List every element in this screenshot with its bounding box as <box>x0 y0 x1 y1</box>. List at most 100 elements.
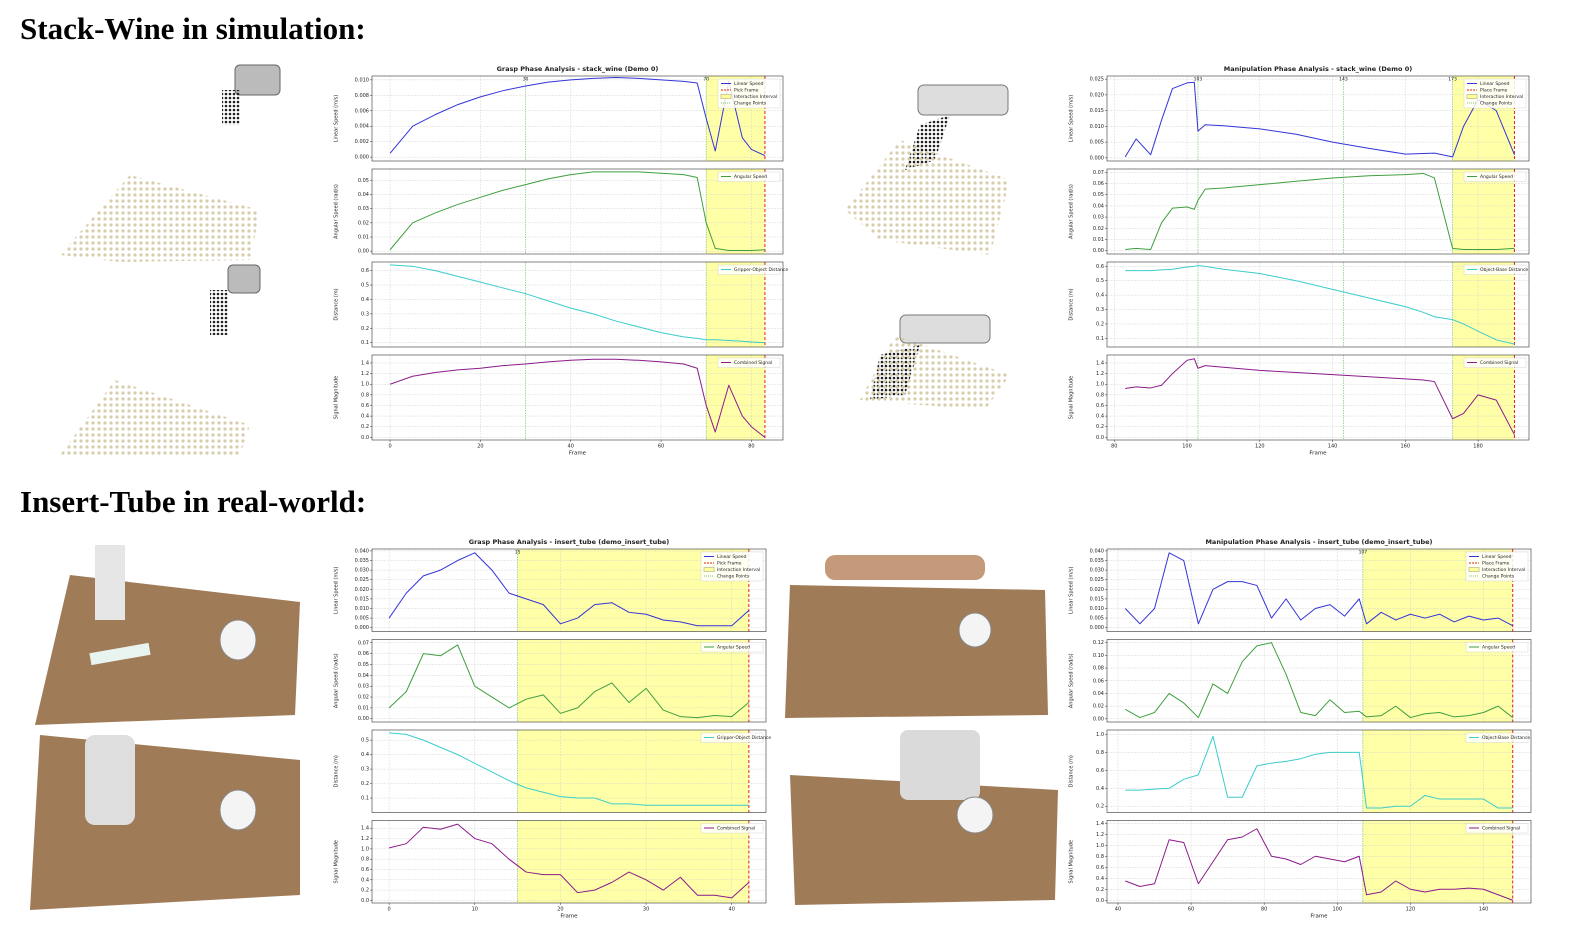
y-tick-label: 0.02 <box>358 695 369 701</box>
y-tick-label: 0.5 <box>361 283 369 289</box>
plot-frame <box>371 639 767 723</box>
x-tick-label: 40 <box>729 907 735 913</box>
y-tick-label: 0.2 <box>1096 887 1104 893</box>
plot-frame <box>1106 729 1532 813</box>
interaction-interval <box>1452 262 1515 347</box>
y-tick-label: 0.1 <box>361 796 369 802</box>
change-point-label: 173 <box>1448 77 1457 83</box>
legend-label: Combined Signal <box>1482 826 1520 832</box>
y-tick-label: 0.02 <box>358 220 369 226</box>
y-tick-label: 0.8 <box>1096 392 1104 398</box>
series-line <box>389 358 766 438</box>
legend-label: Pick Frame <box>734 88 759 94</box>
legend-swatch <box>1466 94 1478 99</box>
y-tick-label: 0.4 <box>361 414 369 420</box>
y-tick-label: 0.4 <box>361 752 369 758</box>
y-axis-label: Linear Speed (m/s) <box>334 95 340 143</box>
y-tick-label: 1.0 <box>1096 732 1104 738</box>
legend-label: Linear Speed <box>734 81 764 87</box>
x-tick-label: 60 <box>658 444 664 450</box>
scene-photo <box>30 545 1058 910</box>
y-tick-label: 1.2 <box>1096 371 1104 377</box>
legend-label: Linear Speed <box>717 554 747 560</box>
y-axis-label: Signal Magnitude <box>1069 840 1075 883</box>
y-tick-label: 0.000 <box>355 155 369 161</box>
series-line <box>389 171 765 251</box>
y-tick-label: 0.015 <box>1090 108 1104 114</box>
y-tick-label: 0.035 <box>355 558 369 564</box>
y-tick-label: 0.4 <box>361 877 369 883</box>
x-tick-label: 120 <box>1255 444 1265 450</box>
y-tick-label: 1.2 <box>361 836 369 842</box>
y-tick-label: 0.12 <box>1093 640 1104 646</box>
y-tick-label: 0.0 <box>1096 898 1104 904</box>
y-tick-label: 1.0 <box>1096 382 1104 388</box>
y-tick-label: 0.008 <box>355 93 369 99</box>
y-axis-label: Angular Speed (rad/s) <box>1069 184 1075 239</box>
y-tick-label: 0.07 <box>358 640 369 646</box>
y-tick-label: 0.05 <box>1093 192 1104 198</box>
y-tick-label: 0.03 <box>358 684 369 690</box>
y-tick-label: 0.2 <box>361 424 369 430</box>
legend-box <box>717 171 781 182</box>
y-tick-label: 0.4 <box>1096 876 1104 882</box>
y-tick-label: 1.4 <box>361 826 369 832</box>
interaction-interval <box>706 169 765 254</box>
y-tick-label: 0.02 <box>1093 226 1104 232</box>
y-tick-label: 0.005 <box>355 616 369 622</box>
y-tick-label: 0.2 <box>361 888 369 894</box>
legend-label: Place Frame <box>1482 561 1510 567</box>
legend-label: Interaction Interval <box>1482 567 1525 573</box>
legend-box <box>1463 171 1527 182</box>
legend-box <box>717 357 781 368</box>
y-tick-label: 0.04 <box>358 673 369 679</box>
plot-frame <box>371 820 767 904</box>
y-tick-label: 0.015 <box>1090 596 1104 602</box>
x-axis-label: Frame <box>560 914 578 920</box>
y-tick-label: 0.06 <box>1093 678 1104 684</box>
plot-frame <box>371 729 767 813</box>
y-tick-label: 0.000 <box>1090 155 1104 161</box>
y-tick-label: 0.005 <box>1090 616 1104 622</box>
y-tick-label: 0.8 <box>361 392 369 398</box>
legend-swatch <box>703 567 715 572</box>
y-tick-label: 0.3 <box>1096 307 1104 313</box>
series-line <box>1125 642 1514 719</box>
legend-box <box>1465 823 1529 834</box>
y-axis-label: Distance (m) <box>1069 755 1075 787</box>
y-tick-label: 0.030 <box>1090 568 1104 574</box>
y-axis-label: Linear Speed (m/s) <box>1069 566 1075 614</box>
change-point-label: 15 <box>515 550 521 556</box>
plot-frame <box>1106 261 1530 348</box>
point-cloud-image <box>60 64 1010 455</box>
y-tick-label: 0.0 <box>361 435 369 441</box>
y-tick-label: 0.01 <box>358 705 369 711</box>
y-tick-label: 0.4 <box>361 297 369 303</box>
y-tick-label: 0.5 <box>361 738 369 744</box>
y-tick-label: 0.025 <box>355 577 369 583</box>
y-tick-label: 0.025 <box>1090 577 1104 583</box>
y-tick-label: 0.002 <box>355 139 369 145</box>
x-tick-label: 0 <box>388 907 391 913</box>
plot-frame <box>371 168 784 255</box>
y-tick-label: 0.020 <box>1090 587 1104 593</box>
y-tick-label: 0.00 <box>1093 248 1104 254</box>
x-tick-label: 80 <box>1261 907 1267 913</box>
x-tick-label: 40 <box>568 444 574 450</box>
y-tick-label: 0.010 <box>1090 606 1104 612</box>
y-axis-label: Signal Magnitude <box>334 840 340 883</box>
y-tick-label: 0.8 <box>1096 750 1104 756</box>
legend-box <box>1465 642 1529 653</box>
y-axis-label: Angular Speed (rad/s) <box>334 653 340 708</box>
legend-label: Angular Speed <box>1480 174 1513 180</box>
series-line <box>390 264 765 344</box>
x-tick-label: 140 <box>1328 444 1338 450</box>
y-tick-label: 1.4 <box>361 360 369 366</box>
y-tick-label: 0.6 <box>1096 865 1104 871</box>
y-tick-label: 1.2 <box>361 371 369 377</box>
y-tick-label: 0.01 <box>358 235 369 241</box>
x-tick-label: 100 <box>1333 907 1343 913</box>
y-tick-label: 0.4 <box>1096 293 1104 299</box>
y-tick-label: 0.4 <box>1096 786 1104 792</box>
y-tick-label: 1.0 <box>1096 843 1104 849</box>
